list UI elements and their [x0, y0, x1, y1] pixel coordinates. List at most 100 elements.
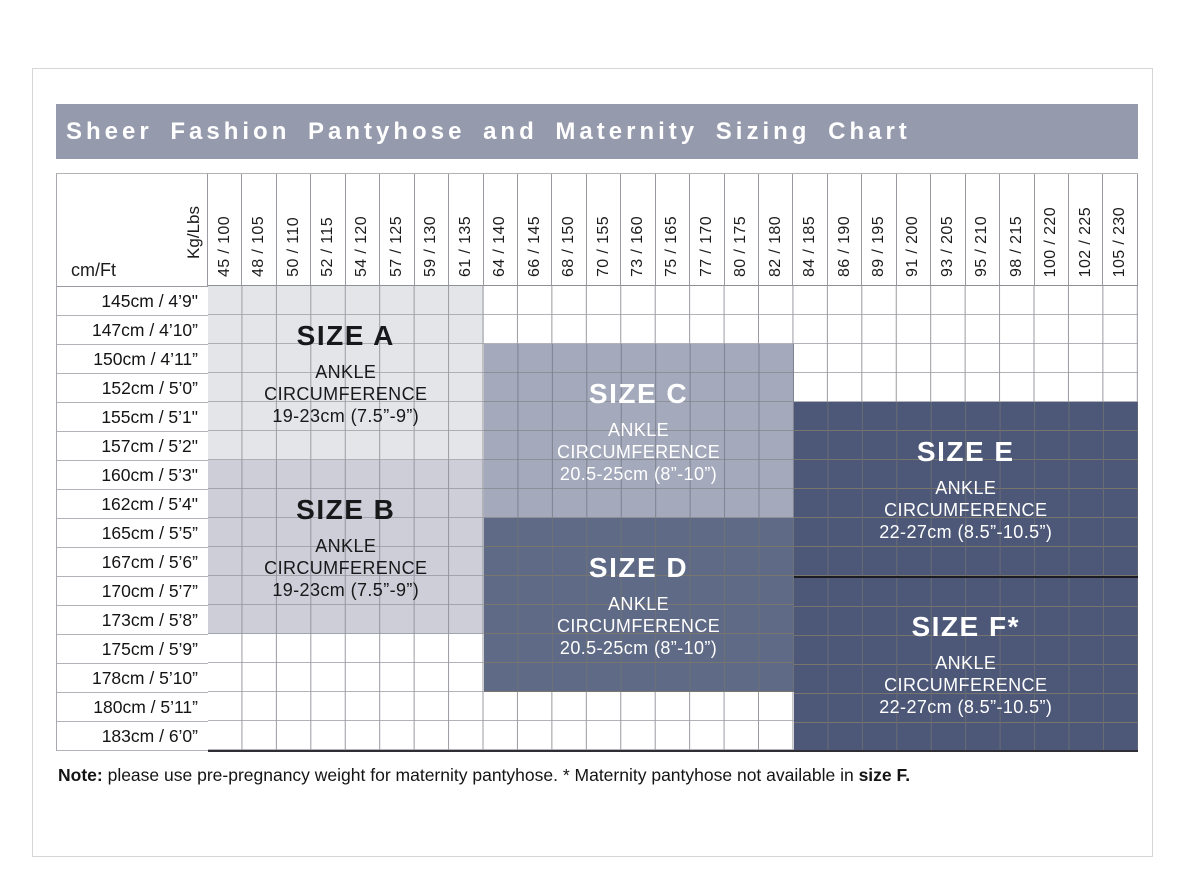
weight-column-header: 50 / 110 — [277, 174, 312, 285]
ankle-line: ANKLE — [608, 593, 670, 614]
weight-column-label: 75 / 165 — [663, 215, 681, 277]
weight-column-label: 54 / 120 — [353, 215, 371, 277]
height-row-header: 150cm / 4’11” — [57, 345, 208, 374]
size-region-f: SIZE F* ANKLE CIRCUMFERENCE 22-27cm (8.5”-1… — [793, 576, 1138, 750]
ankle-circumference-label: ANKLE CIRCUMFERENCE 19-23cm (7.5”-9”) — [264, 361, 427, 427]
size-region-b: SIZE B ANKLE CIRCUMFERENCE 19-23cm (7.5”-9”… — [208, 460, 484, 634]
weight-column-label: 102 / 225 — [1076, 206, 1094, 277]
ankle-circumference-label: ANKLE CIRCUMFERENCE 20.5-25cm (8”-10”) — [557, 419, 720, 485]
weight-column-header: 59 / 130 — [415, 174, 450, 285]
height-row-header: 180cm / 5’11” — [57, 693, 208, 722]
ankle-circumference-label: ANKLE CIRCUMFERENCE 19-23cm (7.5”-9”) — [264, 535, 427, 601]
height-row-header: 152cm / 5’0” — [57, 374, 208, 403]
weight-column-header: 93 / 205 — [931, 174, 966, 285]
ankle-line: ANKLE — [935, 477, 997, 498]
weight-column-label: 57 / 125 — [387, 215, 405, 277]
weight-column-label: 80 / 175 — [732, 215, 750, 277]
weight-column-header: 48 / 105 — [242, 174, 277, 285]
size-region-c: SIZE C ANKLE CIRCUMFERENCE 20.5-25cm (8”-10… — [483, 344, 794, 518]
ankle-circumference-label: ANKLE CIRCUMFERENCE 22-27cm (8.5”-10.5”) — [879, 652, 1052, 718]
circumference-line: CIRCUMFERENCE — [264, 383, 428, 404]
weight-column-label: 64 / 140 — [491, 215, 509, 277]
weight-column-label: 100 / 220 — [1042, 206, 1060, 277]
height-row-header: 178cm / 5’10” — [57, 664, 208, 693]
size-label: SIZE F* — [911, 610, 1021, 642]
weight-column-header: 80 / 175 — [725, 174, 759, 285]
ankle-line: ANKLE — [315, 361, 377, 382]
height-row-header: 155cm / 5’1" — [57, 403, 208, 432]
height-row-header: 165cm / 5’5” — [57, 519, 208, 548]
height-header-column: 145cm / 4’9" 147cm / 4’10” 150cm / 4’11” 15… — [56, 286, 208, 751]
ankle-circumference-label: ANKLE CIRCUMFERENCE 20.5-25cm (8”-10”) — [557, 593, 720, 659]
ankle-line: ANKLE — [315, 535, 377, 556]
grid-body: SIZE A ANKLE CIRCUMFERENCE 19-23cm (7.5”-9”… — [208, 286, 1138, 752]
weight-column-label: 105 / 230 — [1111, 206, 1129, 277]
weight-column-label: 95 / 210 — [973, 215, 991, 277]
weight-column-label: 91 / 200 — [904, 215, 922, 277]
ankle-line: ANKLE — [935, 652, 997, 673]
weight-column-header: 45 / 100 — [208, 174, 243, 285]
ankle-line: ANKLE — [608, 419, 670, 440]
weight-column-header: 54 / 120 — [346, 174, 381, 285]
weight-column-header: 84 / 185 — [793, 174, 828, 285]
weight-column-header: 70 / 155 — [587, 174, 622, 285]
circumference-line: CIRCUMFERENCE — [264, 557, 428, 578]
height-row-header: 157cm / 5’2" — [57, 432, 208, 461]
page-title: Sheer Fashion Pantyhose and Maternity Si… — [56, 104, 1138, 159]
weight-column-header: 57 / 125 — [380, 174, 415, 285]
ankle-range-line: 19-23cm (7.5”-9”) — [272, 579, 420, 600]
size-region-d: SIZE D ANKLE CIRCUMFERENCE 20.5-25cm (8”-10… — [483, 518, 794, 692]
weight-column-label: 52 / 115 — [319, 217, 337, 277]
weight-column-label: 68 / 150 — [560, 215, 578, 277]
height-axis-label: cm/Ft — [71, 260, 116, 280]
height-row-header: 160cm / 5’3" — [57, 461, 208, 490]
circumference-line: CIRCUMFERENCE — [556, 441, 721, 462]
weight-column-header: 66 / 145 — [518, 174, 553, 285]
weight-column-label: 59 / 130 — [422, 215, 440, 277]
ankle-circumference-label: ANKLE CIRCUMFERENCE 22-27cm (8.5”-10.5”) — [879, 477, 1052, 543]
weight-column-label: 45 / 100 — [215, 215, 233, 277]
weight-column-header: 102 / 225 — [1069, 174, 1104, 285]
weight-column-header: 105 / 230 — [1103, 174, 1138, 285]
height-row-header: 162cm / 5’4" — [57, 490, 208, 519]
ankle-range-line: 22-27cm (8.5”-10.5”) — [879, 696, 1053, 717]
size-region-e: SIZE E ANKLE CIRCUMFERENCE 22-27cm (8.5”-10… — [793, 402, 1138, 576]
weight-column-header: 86 / 190 — [828, 174, 863, 285]
weight-column-header: 91 / 200 — [897, 174, 932, 285]
height-row-header: 147cm / 4’10” — [57, 316, 208, 345]
weight-column-label: 86 / 190 — [835, 215, 853, 277]
weight-column-header: 75 / 165 — [656, 174, 691, 285]
weight-column-label: 66 / 145 — [525, 215, 543, 277]
note-bold-suffix: size F. — [858, 765, 911, 785]
weight-column-header: 89 / 195 — [862, 174, 897, 285]
weight-column-header: 100 / 220 — [1035, 174, 1069, 285]
ankle-range-line: 20.5-25cm (8”-10”) — [559, 637, 718, 658]
height-row-header: 170cm / 5’7” — [57, 577, 208, 606]
size-label: SIZE C — [588, 377, 689, 409]
size-region-a: SIZE A ANKLE CIRCUMFERENCE 19-23cm (7.5”-9”… — [208, 286, 484, 460]
height-row-header: 145cm / 4’9" — [57, 287, 208, 316]
weight-column-header: 98 / 215 — [1000, 174, 1035, 285]
ankle-range-line: 22-27cm (8.5”-10.5”) — [879, 521, 1053, 542]
weight-column-label: 70 / 155 — [594, 215, 612, 277]
chart-card: Sheer Fashion Pantyhose and Maternity Si… — [32, 68, 1153, 857]
note-text: please use pre-pregnancy weight for mate… — [102, 765, 859, 785]
weight-column-label: 82 / 180 — [766, 215, 784, 277]
note: Note: please use pre-pregnancy weight fo… — [58, 765, 910, 786]
weight-column-label: 84 / 185 — [801, 215, 819, 277]
weight-column-label: 73 / 160 — [628, 215, 646, 277]
axis-corner: Kg/Lbs cm/Ft — [56, 173, 208, 286]
weight-column-header: 68 / 150 — [552, 174, 587, 285]
height-row-header: 175cm / 5’9” — [57, 635, 208, 664]
height-row-header: 173cm / 5’8” — [57, 606, 208, 635]
ankle-range-line: 20.5-25cm (8”-10”) — [559, 463, 718, 484]
weight-column-header: 64 / 140 — [484, 174, 518, 285]
weight-column-header: 95 / 210 — [966, 174, 1001, 285]
size-label: SIZE D — [588, 551, 689, 583]
weight-column-header: 52 / 115 — [311, 174, 346, 285]
weight-column-header: 77 / 170 — [690, 174, 725, 285]
weight-column-label: 77 / 170 — [697, 215, 715, 277]
weight-column-header: 82 / 180 — [759, 174, 794, 285]
weight-axis-label: Kg/Lbs — [184, 206, 203, 259]
